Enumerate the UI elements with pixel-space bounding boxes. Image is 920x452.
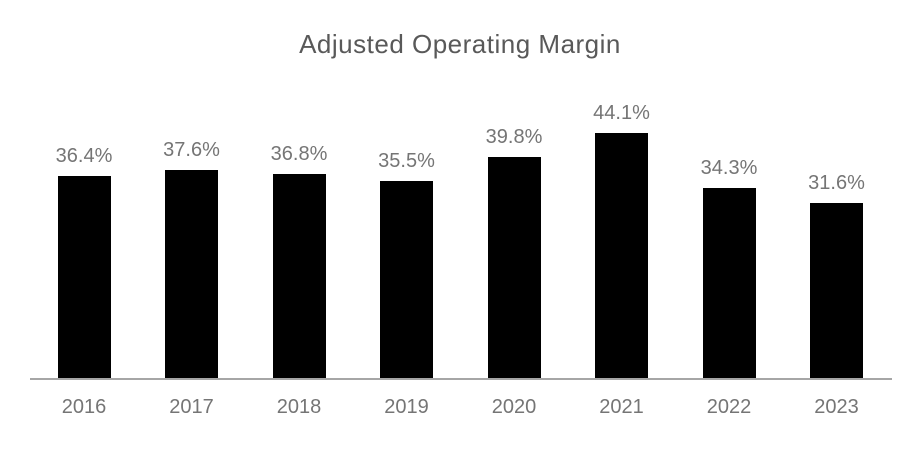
bar-value-label: 39.8% — [485, 126, 543, 149]
x-axis-label: 2019 — [384, 396, 429, 418]
x-axis-label: 2017 — [169, 396, 214, 418]
bar-value-label: 31.6% — [808, 171, 865, 194]
bar-value-label: 37.6% — [163, 138, 220, 161]
bar — [57, 176, 111, 378]
x-axis-label: 2016 — [61, 396, 107, 418]
bar — [272, 173, 326, 378]
bar-value-label: 44.1% — [593, 102, 650, 125]
bar — [702, 187, 756, 378]
x-axis-label: 2020 — [491, 396, 537, 418]
x-axis-label: 2023 — [814, 396, 859, 418]
bar-value-label: 36.8% — [270, 142, 328, 165]
x-axis-label: 2021 — [599, 396, 644, 418]
bar-value-label: 36.4% — [55, 145, 113, 168]
bar-value-label: 35.5% — [378, 150, 435, 173]
bar — [487, 157, 541, 378]
bar — [810, 202, 863, 378]
x-axis-line — [30, 378, 892, 380]
bar — [380, 181, 433, 378]
bar — [595, 133, 648, 378]
chart-title: Adjusted Operating Margin — [299, 29, 621, 59]
bar — [165, 169, 218, 378]
bar-value-label: 34.3% — [700, 156, 758, 179]
x-axis-label: 2018 — [276, 396, 322, 418]
x-axis-label: 2022 — [706, 396, 752, 418]
